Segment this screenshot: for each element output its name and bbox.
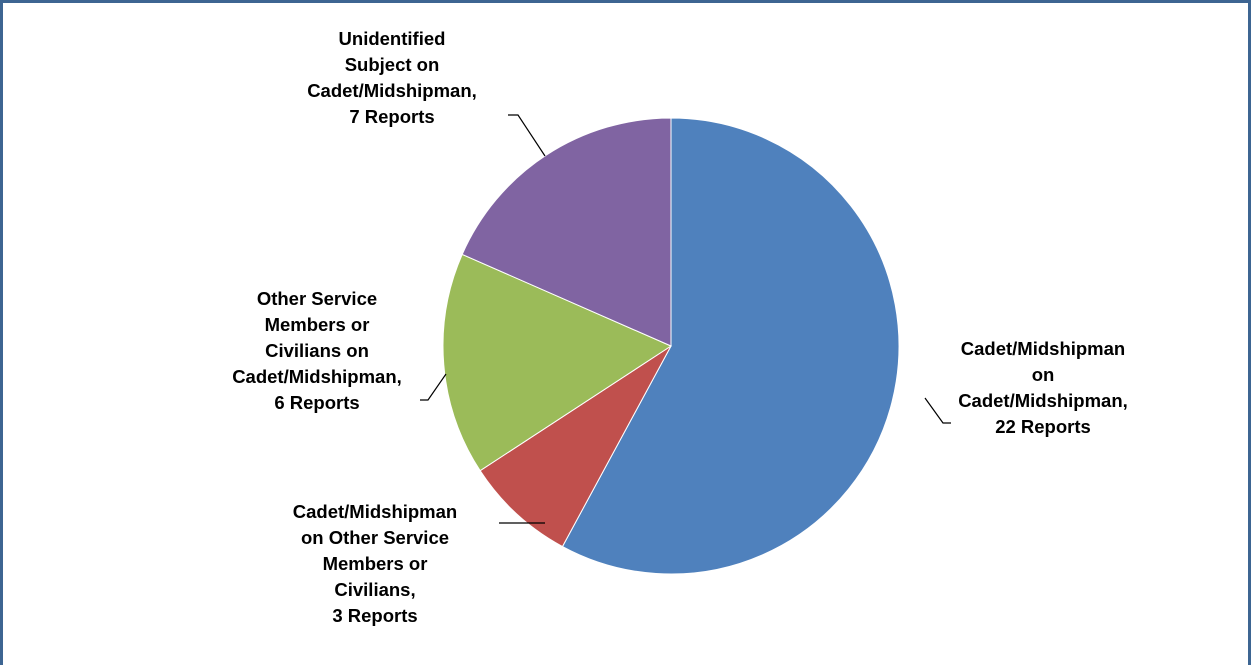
pie-slice-3	[442, 253, 673, 472]
leader-line-1	[924, 397, 951, 424]
leader-lines	[420, 114, 951, 524]
slice-label-3: Other Service Members or Civilians on Cadet…	[232, 288, 402, 413]
slice-label-4-line-3: Cadet/Midshipman,	[307, 80, 477, 101]
leader-line-4	[508, 114, 546, 157]
slice-label-2-line-1: Cadet/Midshipman	[293, 501, 457, 522]
pie-slice-2	[479, 345, 672, 548]
slice-label-2-line-4: Civilians,	[334, 579, 415, 600]
slice-label-1-line-4: 22 Reports	[995, 416, 1091, 437]
slice-label-4-line-2: Subject on	[345, 54, 440, 75]
pie-slice-4	[461, 117, 672, 347]
slice-label-3-line-2: Members or	[265, 314, 370, 335]
slice-label-3-line-5: 6 Reports	[274, 392, 359, 413]
slice-label-1-line-2: on	[1032, 364, 1055, 385]
slice-label-1-line-3: Cadet/Midshipman,	[958, 390, 1128, 411]
slice-labels: Cadet/Midshipman on Cadet/Midshipman, 22 Re…	[232, 28, 1128, 626]
slice-label-2-line-3: Members or	[323, 553, 428, 574]
slice-label-4-line-1: Unidentified	[339, 28, 446, 49]
slice-label-2-line-5: 3 Reports	[332, 605, 417, 626]
slice-label-1-line-1: Cadet/Midshipman	[961, 338, 1125, 359]
slice-label-4: Unidentified Subject on Cadet/Midshipman, 7…	[307, 28, 477, 127]
slice-label-3-line-1: Other Service	[257, 288, 377, 309]
slice-label-2: Cadet/Midshipman on Other Service Members …	[293, 501, 457, 626]
pie-slices	[442, 117, 900, 575]
slice-label-2-line-2: on Other Service	[301, 527, 449, 548]
slice-label-1: Cadet/Midshipman on Cadet/Midshipman, 22 Re…	[958, 338, 1128, 437]
leader-line-3	[420, 373, 447, 401]
slice-label-3-line-4: Cadet/Midshipman,	[232, 366, 402, 387]
slice-label-3-line-3: Civilians on	[265, 340, 369, 361]
pie-slice-1	[561, 117, 900, 575]
slice-label-4-line-4: 7 Reports	[349, 106, 434, 127]
pie-chart: Cadet/Midshipman on Cadet/Midshipman, 22 Re…	[232, 28, 1128, 626]
